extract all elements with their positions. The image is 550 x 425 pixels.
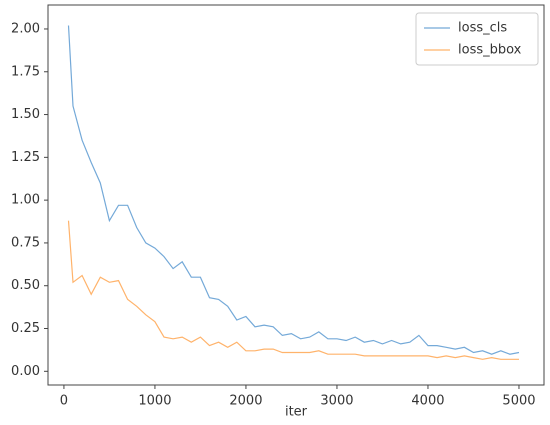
- y-tick-label: 2.00: [11, 21, 40, 36]
- y-tick-label: 1.25: [11, 150, 40, 165]
- x-axis-label: iter: [285, 405, 308, 420]
- plot-frame: [47, 4, 545, 386]
- y-tick-label: 1.00: [11, 193, 40, 208]
- legend-box: [415, 12, 539, 66]
- legend-label: loss_cls: [458, 21, 507, 36]
- x-tick-label: 3000: [320, 394, 353, 409]
- line-series: [67, 220, 519, 360]
- x-tick-label: 0: [60, 394, 68, 409]
- y-tick-label: 1.50: [11, 107, 40, 122]
- legend-label: loss_bbox: [458, 43, 522, 58]
- y-tick-label: 0.50: [11, 278, 40, 293]
- y-tick-label: 1.75: [11, 64, 40, 79]
- x-tick-label: 2000: [229, 394, 262, 409]
- x-tick-label: 1000: [138, 394, 171, 409]
- line-series: [67, 25, 520, 355]
- x-tick-label: 4000: [411, 394, 444, 409]
- y-tick-label: 0.25: [11, 321, 40, 336]
- x-tick-label: 5000: [502, 394, 535, 409]
- y-tick-label: 0.75: [11, 235, 40, 250]
- y-tick-label: 0.00: [11, 364, 40, 379]
